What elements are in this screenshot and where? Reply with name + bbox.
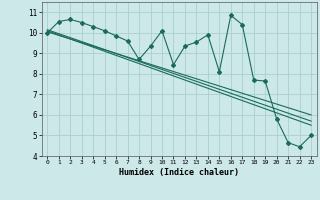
X-axis label: Humidex (Indice chaleur): Humidex (Indice chaleur) bbox=[119, 168, 239, 177]
